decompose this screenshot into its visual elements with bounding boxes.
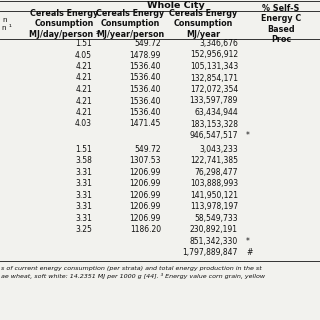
Text: 3.25: 3.25 — [75, 225, 92, 234]
Text: ae wheat, soft white: 14.2351 MJ per 1000 g [44]. ³ Energy value corn grain, yel: ae wheat, soft white: 14.2351 MJ per 100… — [1, 273, 265, 279]
Text: 4.21: 4.21 — [75, 97, 92, 106]
Text: 1478.99: 1478.99 — [130, 51, 161, 60]
Text: 3.31: 3.31 — [75, 202, 92, 211]
Text: 58,549,733: 58,549,733 — [194, 214, 238, 223]
Text: 105,131,343: 105,131,343 — [190, 62, 238, 71]
Text: 1536.40: 1536.40 — [130, 97, 161, 106]
Text: 549.72: 549.72 — [134, 39, 161, 48]
Text: 103,888,993: 103,888,993 — [190, 179, 238, 188]
Text: 1536.40: 1536.40 — [130, 74, 161, 83]
Text: 946,547,517: 946,547,517 — [189, 131, 238, 140]
Text: Cereals Energy
Consumption
MJ/year: Cereals Energy Consumption MJ/year — [169, 9, 238, 39]
Text: 113,978,197: 113,978,197 — [190, 202, 238, 211]
Text: 1.51: 1.51 — [75, 145, 92, 154]
Text: 63,434,944: 63,434,944 — [194, 108, 238, 117]
Text: 4.05: 4.05 — [75, 51, 92, 60]
Text: 3.58: 3.58 — [75, 156, 92, 165]
Text: 76,298,477: 76,298,477 — [195, 168, 238, 177]
Text: Cereals Energy
Consumption
MJ/day/person ²: Cereals Energy Consumption MJ/day/person… — [29, 9, 99, 39]
Text: Whole City: Whole City — [147, 2, 205, 11]
Text: 230,892,191: 230,892,191 — [190, 225, 238, 234]
Text: 4.21: 4.21 — [75, 62, 92, 71]
Text: 141,950,121: 141,950,121 — [190, 191, 238, 200]
Text: *: * — [246, 237, 250, 246]
Text: 1536.40: 1536.40 — [130, 108, 161, 117]
Text: 4.21: 4.21 — [75, 108, 92, 117]
Text: 122,741,385: 122,741,385 — [190, 156, 238, 165]
Text: 1.51: 1.51 — [75, 39, 92, 48]
Text: 3.31: 3.31 — [75, 168, 92, 177]
Text: 4.21: 4.21 — [75, 85, 92, 94]
Text: 172,072,354: 172,072,354 — [190, 85, 238, 94]
Text: 549.72: 549.72 — [134, 145, 161, 154]
Text: 183,153,328: 183,153,328 — [190, 119, 238, 129]
Text: 3,043,233: 3,043,233 — [199, 145, 238, 154]
Text: 1206.99: 1206.99 — [130, 191, 161, 200]
Text: 1206.99: 1206.99 — [130, 179, 161, 188]
Text: 1536.40: 1536.40 — [130, 85, 161, 94]
Text: 3.31: 3.31 — [75, 191, 92, 200]
Text: n
n ¹: n n ¹ — [2, 18, 12, 30]
Text: 1186.20: 1186.20 — [130, 225, 161, 234]
Text: #: # — [246, 248, 252, 257]
Text: Cereals Energy
Consumption
MJ/year/person: Cereals Energy Consumption MJ/year/perso… — [96, 9, 164, 39]
Text: 4.21: 4.21 — [75, 74, 92, 83]
Text: 3.31: 3.31 — [75, 179, 92, 188]
Text: 3,346,676: 3,346,676 — [199, 39, 238, 48]
Text: 4.03: 4.03 — [75, 119, 92, 129]
Text: 1206.99: 1206.99 — [130, 214, 161, 223]
Text: 1206.99: 1206.99 — [130, 202, 161, 211]
Text: 1471.45: 1471.45 — [130, 119, 161, 129]
Text: 152,956,912: 152,956,912 — [190, 51, 238, 60]
Text: 1307.53: 1307.53 — [130, 156, 161, 165]
Text: 851,342,330: 851,342,330 — [190, 237, 238, 246]
Text: *: * — [246, 131, 250, 140]
Text: 132,854,171: 132,854,171 — [190, 74, 238, 83]
Text: % Self-S
Energy C
Based
Proc: % Self-S Energy C Based Proc — [261, 4, 301, 44]
Text: 133,597,789: 133,597,789 — [190, 97, 238, 106]
Text: 1536.40: 1536.40 — [130, 62, 161, 71]
Text: s of current energy consumption (per strata) and total energy production in the : s of current energy consumption (per str… — [1, 266, 262, 271]
Text: 3.31: 3.31 — [75, 214, 92, 223]
Text: 1206.99: 1206.99 — [130, 168, 161, 177]
Text: 1,797,889,847: 1,797,889,847 — [183, 248, 238, 257]
